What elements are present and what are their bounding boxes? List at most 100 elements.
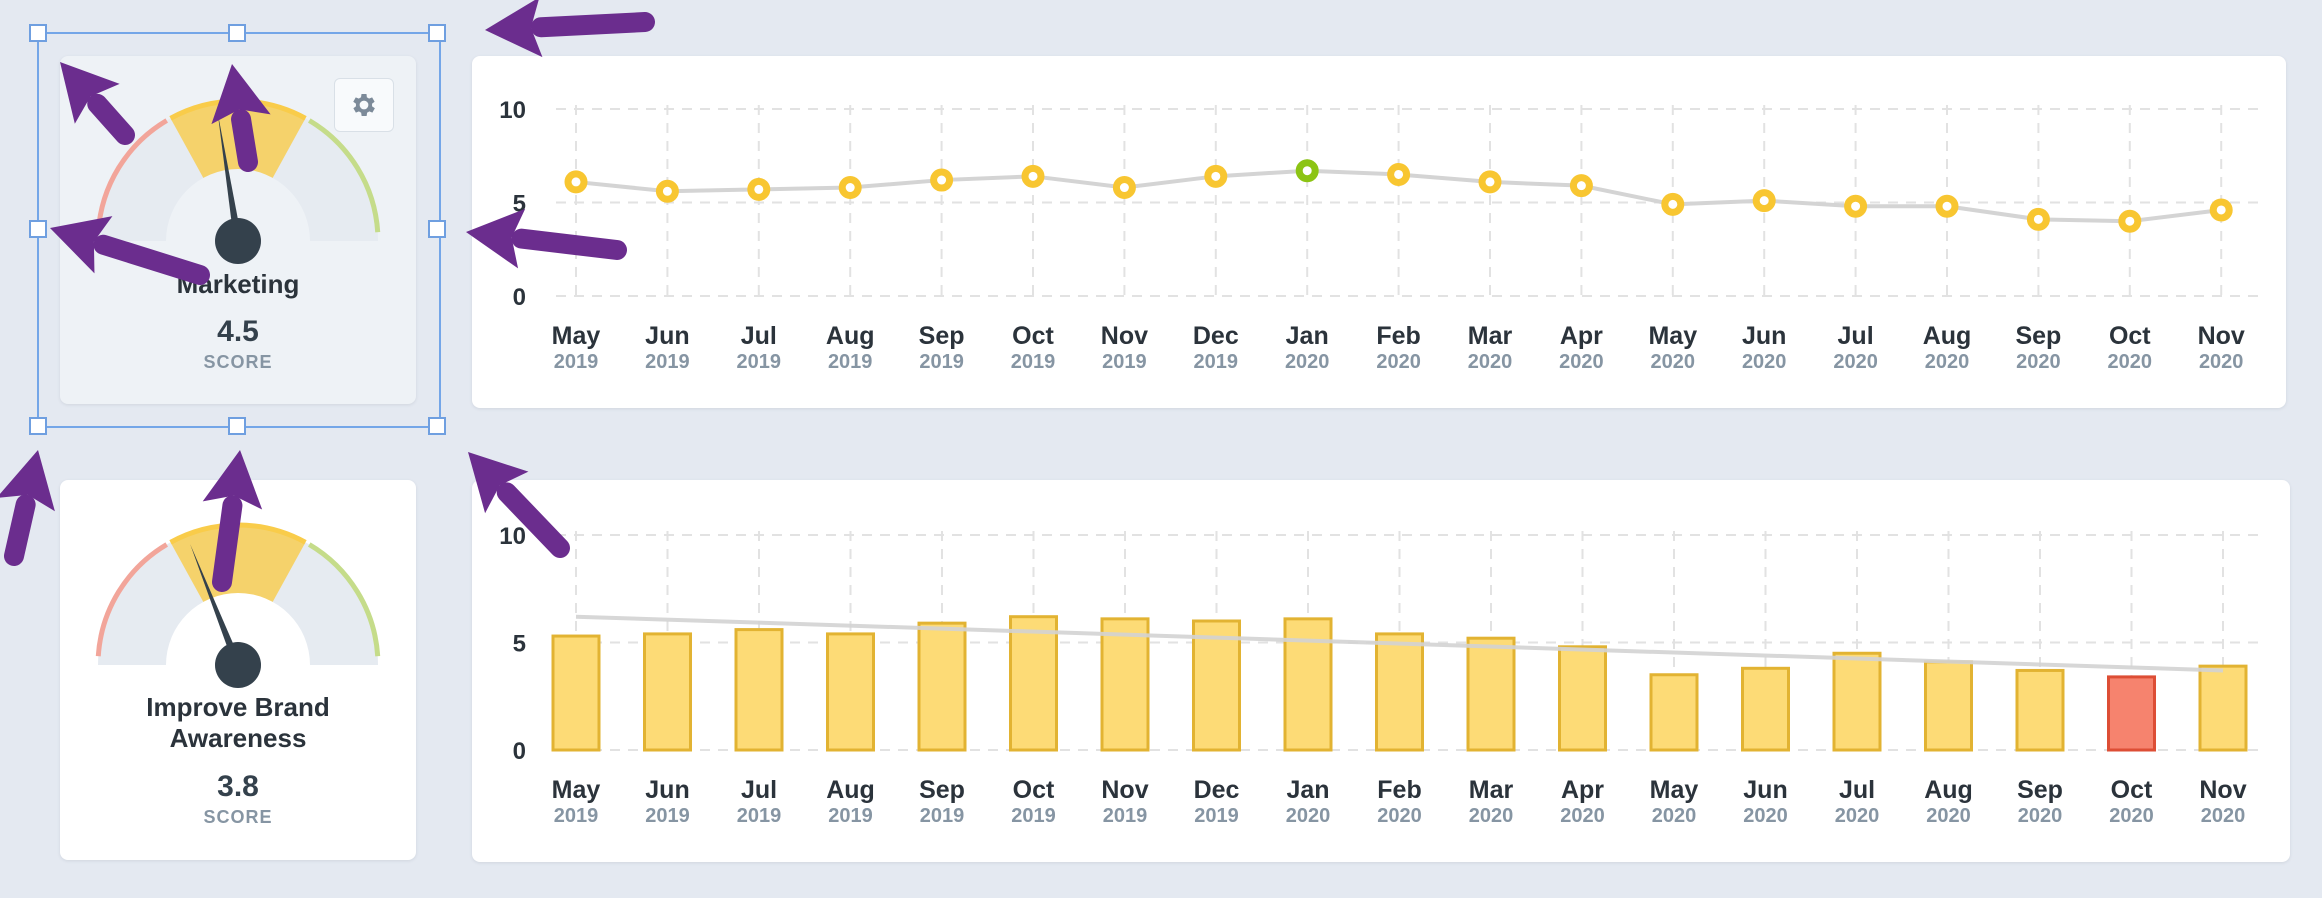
x-tick-year-label: 2020: [1833, 351, 1878, 373]
resize-handle-top-right[interactable]: [428, 24, 446, 42]
gauge-red-arc: [95, 542, 169, 657]
bar-chart: 0510May2019Jun2019Jul2019Aug2019Sep2019O…: [499, 523, 2265, 827]
data-point[interactable]: [1112, 176, 1136, 200]
annotation-arrow: [4, 494, 36, 566]
resize-handle-middle-right[interactable]: [428, 220, 446, 238]
x-tick-year-label: 2020: [2199, 351, 2244, 373]
data-point[interactable]: [1935, 194, 1959, 218]
resize-handle-middle-left[interactable]: [29, 220, 47, 238]
x-tick-year-label: 2020: [1926, 805, 1971, 827]
bar[interactable]: [734, 628, 784, 752]
y-tick-label: 5: [513, 191, 526, 218]
bar[interactable]: [1375, 632, 1424, 752]
y-tick-label: 5: [513, 631, 526, 658]
data-point[interactable]: [1204, 164, 1228, 188]
bar[interactable]: [551, 634, 601, 752]
x-tick-year-label: 2019: [737, 805, 782, 827]
x-tick-year-label: 2020: [2016, 351, 2060, 373]
x-tick-year-label: 2020: [1652, 805, 1697, 827]
x-tick-label: Mar: [1469, 776, 1514, 804]
x-tick-label: Aug: [1924, 776, 1973, 804]
resize-handle-bottom-left[interactable]: [29, 417, 47, 435]
x-tick-label: Sep: [919, 776, 965, 804]
x-tick-label: Nov: [1101, 776, 1148, 804]
data-point[interactable]: [838, 176, 862, 200]
annotation-arrow-head: [0, 450, 55, 512]
x-tick-label: May: [1650, 776, 1699, 804]
x-tick-year-label: 2020: [1742, 351, 1787, 373]
x-tick-label: Nov: [1101, 322, 1148, 350]
y-tick-label: 0: [513, 284, 526, 311]
resize-handle-top-center[interactable]: [228, 24, 246, 42]
data-point[interactable]: [564, 170, 588, 194]
x-tick-year-label: 2020: [1285, 351, 1330, 373]
x-tick-year-label: 2020: [1376, 351, 1421, 373]
gauge-needle-hub: [215, 218, 261, 264]
x-tick-label: May: [552, 322, 601, 350]
x-tick-label: May: [1648, 322, 1697, 350]
gear-icon: [353, 94, 375, 116]
x-tick-year-label: 2019: [828, 805, 873, 827]
bar[interactable]: [2015, 668, 2065, 752]
resize-handle-bottom-center[interactable]: [228, 417, 246, 435]
x-tick-label: Jan: [1286, 322, 1329, 350]
line-chart: 0510May2019Jun2019Jul2019Aug2019Sep2019O…: [499, 97, 2264, 373]
resize-handle-bottom-right[interactable]: [428, 417, 446, 435]
x-tick-year-label: 2019: [1194, 351, 1239, 373]
x-tick-label: Jul: [741, 322, 777, 350]
x-tick-label: Oct: [2111, 776, 2153, 804]
data-point[interactable]: [2026, 207, 2050, 231]
bar[interactable]: [1558, 645, 1607, 752]
bar[interactable]: [643, 632, 692, 752]
bar[interactable]: [1741, 666, 1790, 752]
data-point[interactable]: [1387, 162, 1411, 186]
data-point[interactable]: [655, 179, 679, 203]
bar[interactable]: [826, 632, 875, 752]
x-tick-label: Sep: [2015, 322, 2061, 350]
settings-button[interactable]: [334, 78, 394, 132]
x-tick-label: Apr: [1561, 776, 1604, 804]
x-tick-year-label: 2020: [2201, 805, 2246, 827]
bar[interactable]: [1924, 660, 1973, 752]
x-tick-year-label: 2019: [1011, 351, 1056, 373]
bar[interactable]: [2198, 664, 2248, 752]
trend-line: [575, 614, 2224, 673]
data-point[interactable]: [747, 177, 771, 201]
x-tick-label: Jul: [741, 776, 777, 804]
resize-handle-top-left[interactable]: [29, 24, 47, 42]
data-point[interactable]: [2209, 198, 2233, 222]
data-point[interactable]: [1295, 159, 1319, 183]
data-point[interactable]: [1752, 189, 1776, 213]
data-point[interactable]: [930, 168, 954, 192]
x-tick-label: Jul: [1839, 776, 1875, 804]
x-tick-year-label: 2019: [554, 805, 599, 827]
bar[interactable]: [1192, 619, 1241, 752]
x-tick-label: Aug: [1923, 322, 1972, 350]
x-tick-label: Aug: [826, 322, 875, 350]
data-point[interactable]: [1021, 164, 1045, 188]
gauge-needle: [217, 112, 242, 242]
data-point[interactable]: [1844, 194, 1868, 218]
x-tick-year-label: 2020: [1651, 351, 1696, 373]
x-tick-year-label: 2019: [1102, 351, 1147, 373]
data-point[interactable]: [1661, 192, 1685, 216]
bar[interactable]: [917, 621, 967, 752]
bar-chart-card: 0 5 10 May 2019 Jun 2019 Jul 2019 Aug 2019 Sep 2019 O…: [472, 480, 2290, 862]
data-point[interactable]: [1478, 170, 1502, 194]
bar[interactable]: [1649, 673, 1699, 752]
x-tick-label: Aug: [826, 776, 875, 804]
x-tick-year-label: 2020: [1559, 351, 1604, 373]
bar[interactable]: [1009, 615, 1058, 752]
bar[interactable]: [2107, 675, 2156, 752]
bar[interactable]: [1100, 617, 1150, 752]
kpi-card-improve-brand-awareness[interactable]: Improve Brand Awareness 3.8 SCORE: [60, 480, 416, 860]
x-tick-label: Feb: [1377, 776, 1421, 804]
x-tick-year-label: 2020: [1286, 805, 1331, 827]
data-point[interactable]: [1569, 174, 1593, 198]
bar[interactable]: [1466, 636, 1516, 752]
data-point[interactable]: [2118, 209, 2142, 233]
x-tick-year-label: 2019: [919, 351, 964, 373]
kpi-card-marketing[interactable]: Marketing 4.5 SCORE: [60, 56, 416, 404]
bar[interactable]: [1832, 651, 1882, 752]
x-tick-label: Oct: [2109, 322, 2151, 350]
